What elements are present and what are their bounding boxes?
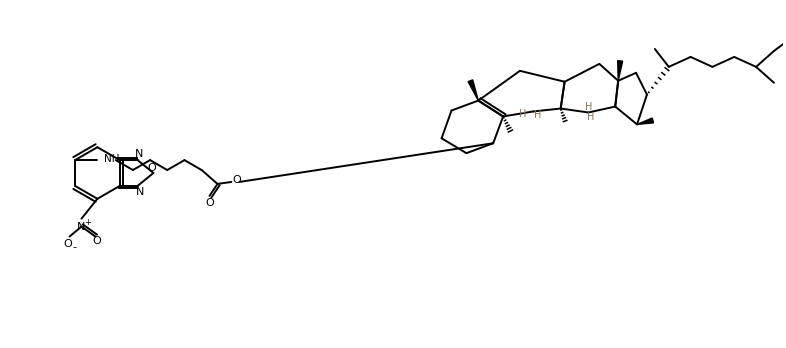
Text: O: O [63, 239, 72, 250]
Text: NH: NH [104, 154, 119, 164]
Polygon shape [468, 80, 479, 101]
Text: H: H [534, 110, 542, 120]
Text: O: O [92, 236, 101, 246]
Polygon shape [637, 118, 653, 124]
Text: H: H [519, 110, 527, 119]
Polygon shape [618, 61, 623, 81]
Text: O: O [147, 163, 156, 173]
Text: +: + [84, 218, 91, 227]
Text: H: H [586, 112, 594, 122]
Text: H: H [586, 102, 593, 112]
Text: N: N [136, 187, 145, 197]
Text: -: - [72, 243, 76, 252]
Text: N: N [135, 149, 144, 159]
Text: O: O [232, 175, 241, 185]
Text: N: N [77, 222, 86, 231]
Text: O: O [205, 198, 214, 208]
